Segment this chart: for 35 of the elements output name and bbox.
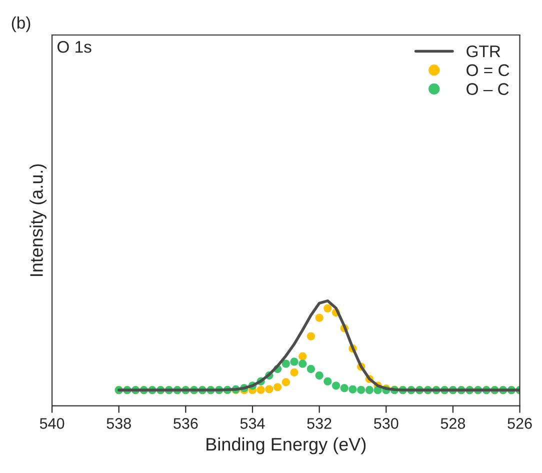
- point: [282, 378, 290, 386]
- y-axis-title: Intensity (a.u.): [30, 164, 46, 276]
- point: [332, 382, 340, 390]
- point: [256, 386, 265, 394]
- point: [365, 386, 374, 394]
- point: [315, 314, 324, 322]
- point: [357, 386, 366, 394]
- x-tick-label: 538: [106, 418, 131, 429]
- legend-label: GTR: [466, 45, 500, 58]
- x-tick-label: 526: [508, 418, 532, 429]
- x-tick-label: 532: [307, 418, 332, 429]
- point: [290, 368, 298, 376]
- point: [306, 332, 316, 340]
- x-tick-label: 528: [440, 418, 466, 429]
- text: (b): [12, 16, 30, 32]
- legend-label: O = C: [466, 64, 510, 76]
- text: O 1s: [58, 41, 92, 53]
- legend-label: O – C: [466, 83, 509, 95]
- point: [298, 360, 307, 368]
- x-tick-label: 536: [174, 418, 198, 429]
- point: [324, 377, 332, 386]
- x-axis-title: Binding Energy (eV): [206, 437, 366, 454]
- point: [324, 304, 332, 312]
- point: [348, 385, 357, 394]
- point: [265, 385, 274, 394]
- point: [298, 352, 307, 360]
- x-tick-label: 534: [240, 418, 265, 429]
- point: [306, 364, 316, 374]
- point: [282, 360, 290, 368]
- point: [274, 383, 282, 392]
- x-tick-label: 530: [374, 418, 398, 429]
- point: [340, 384, 348, 392]
- point: [315, 371, 324, 380]
- x-tick-label: 540: [40, 418, 64, 429]
- point: [290, 358, 298, 366]
